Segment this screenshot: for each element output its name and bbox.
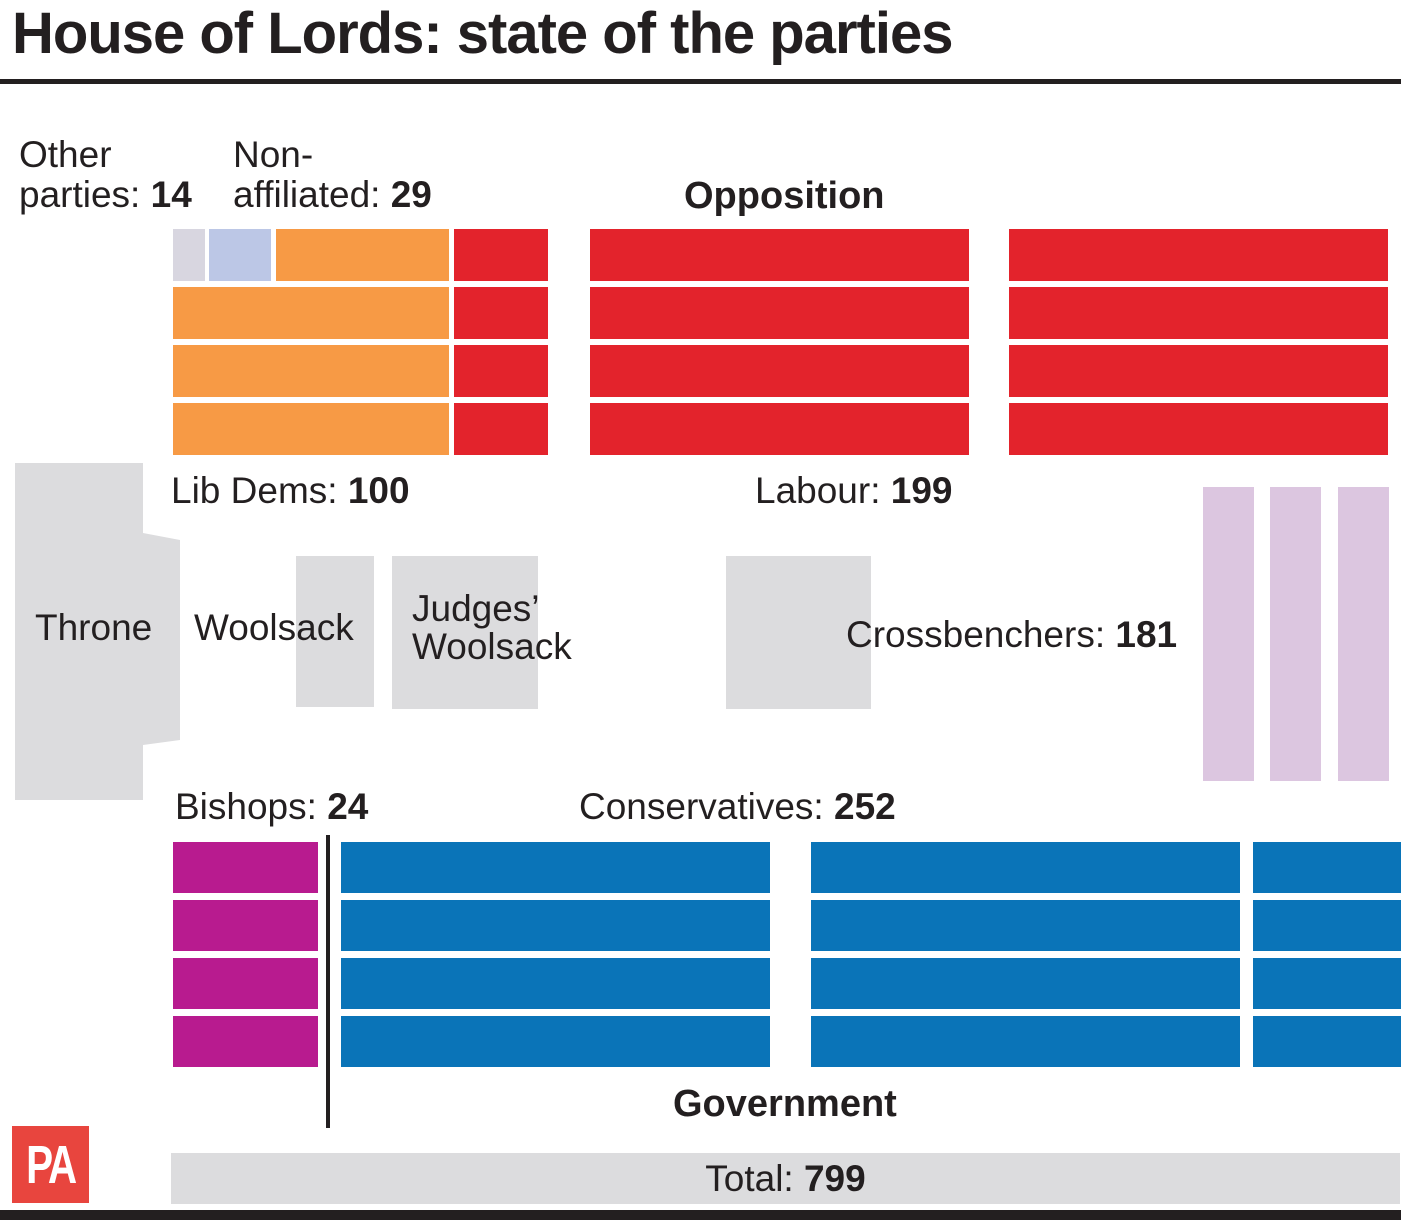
total-bar: Total: 799 [171, 1153, 1400, 1204]
labour-bench [1009, 345, 1388, 397]
conservatives-value: 252 [834, 786, 896, 827]
lib-dems-bench [173, 403, 449, 455]
labour-bench [1009, 229, 1388, 281]
labour-bench [1009, 403, 1388, 455]
bishops-bench [173, 900, 318, 951]
crossbenchers-bench [1270, 487, 1321, 781]
labour-bench [454, 287, 548, 339]
table-shape [726, 556, 871, 709]
labour-bench [454, 403, 548, 455]
conservatives-label: Conservatives: 252 [579, 787, 896, 827]
bishops-bench [173, 842, 318, 893]
conservatives-label-text: Conservatives: [579, 786, 834, 827]
other-parties-label: Other parties: 14 [19, 135, 192, 215]
judges-woolsack-line1: Judges’ [412, 588, 540, 629]
bishops-label-text: Bishops: [175, 786, 328, 827]
judges-woolsack-shape [392, 556, 538, 709]
lib-dems-value: 100 [347, 470, 410, 511]
non-affiliated-value: 29 [390, 174, 432, 215]
labour-bench [590, 287, 969, 339]
judges-woolsack-line2: Woolsack [412, 626, 572, 667]
throne-label: Throne [35, 607, 153, 648]
conservatives-bench [1253, 958, 1401, 1009]
judges-woolsack-label: Judges’ Woolsack [412, 590, 572, 666]
non-affiliated-label-text: affiliated: [233, 174, 391, 215]
government-label: Government [673, 1083, 897, 1125]
crossbenchers-bench [1338, 487, 1389, 781]
opposition-label: Opposition [684, 175, 885, 217]
total-label: Total: [705, 1157, 804, 1199]
lib-dems-bench [173, 287, 449, 339]
total-value: 799 [803, 1157, 866, 1199]
conservatives-bench [811, 1016, 1240, 1067]
conservatives-bench [1253, 1016, 1401, 1067]
labour-bench [1009, 287, 1388, 339]
conservatives-bench [811, 958, 1240, 1009]
bishops-bench [173, 1016, 318, 1067]
conservatives-bench [811, 900, 1240, 951]
conservatives-bench [341, 1016, 770, 1067]
labour-bench [590, 345, 969, 397]
conservatives-bench [341, 900, 770, 951]
title-rule [0, 79, 1401, 84]
woolsack-label: Woolsack [194, 607, 354, 648]
non-affiliated-bench [209, 229, 271, 281]
lib-dems-bench [173, 345, 449, 397]
page-title: House of Lords: state of the parties [12, 1, 953, 66]
crossbenchers-value: 181 [1115, 614, 1178, 655]
conservatives-bench [1253, 842, 1401, 893]
conservatives-bench [1253, 900, 1401, 951]
bishops-value: 24 [327, 786, 369, 827]
lib-dems-label: Lib Dems: 100 [171, 471, 410, 511]
other-parties-label-text: parties: [19, 174, 151, 215]
bishops-label: Bishops: 24 [175, 787, 368, 827]
pa-logo-text: PA [26, 1134, 77, 1195]
labour-bench [590, 403, 969, 455]
labour-value: 199 [890, 470, 953, 511]
other-parties-value: 14 [150, 174, 192, 215]
labour-bench [454, 229, 548, 281]
non-affiliated-label: Non- affiliated: 29 [233, 135, 432, 215]
conservatives-bench [341, 958, 770, 1009]
labour-label: Labour: 199 [755, 471, 953, 511]
labour-label-text: Labour: [755, 470, 891, 511]
pa-logo: PA [12, 1126, 89, 1203]
non-affiliated-label-line1: Non- [233, 134, 314, 175]
footer-rule [0, 1210, 1401, 1220]
woolsack-shape [296, 556, 374, 707]
labour-bench [590, 229, 969, 281]
throne-shape [15, 463, 180, 800]
crossbenchers-label-text: Crossbenchers: [846, 614, 1116, 655]
conservatives-bench [811, 842, 1240, 893]
lib-dems-bench [276, 229, 449, 281]
other-parties-bench [173, 229, 205, 281]
lib-dems-label-text: Lib Dems: [171, 470, 348, 511]
bishops-divider [326, 835, 330, 1128]
labour-bench [454, 345, 548, 397]
bishops-bench [173, 958, 318, 1009]
crossbenchers-label: Crossbenchers: 181 [846, 615, 1177, 655]
crossbenchers-bench [1203, 487, 1254, 781]
conservatives-bench [341, 842, 770, 893]
other-parties-label-line1: Other [19, 134, 112, 175]
